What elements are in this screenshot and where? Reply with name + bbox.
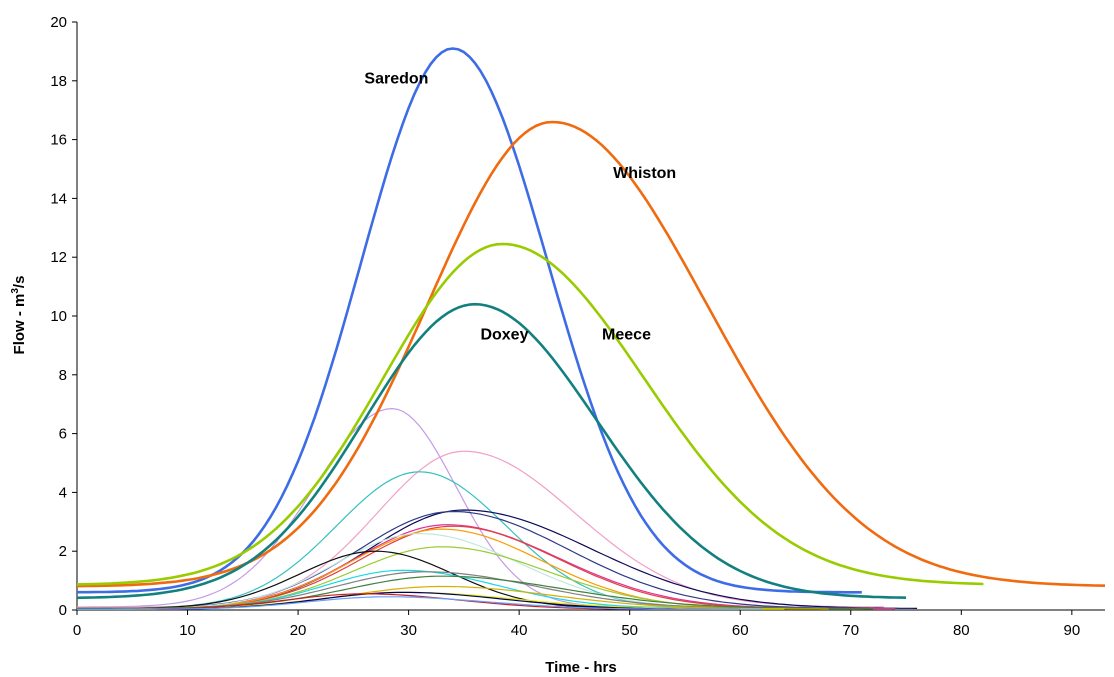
x-tick-label: 20	[290, 622, 307, 639]
y-tick-label: 20	[50, 14, 67, 31]
x-tick-label: 50	[621, 622, 638, 639]
series-11-line	[77, 550, 674, 610]
chart-axes: 0 2 4 6 8 10 12 14 16 18 20 0 10 20 30 40 50 60 70 80 90	[50, 14, 1105, 639]
x-tick-label: 70	[842, 622, 859, 639]
x-tick-label: 30	[400, 622, 417, 639]
y-tick-label: 12	[50, 249, 67, 266]
series-19-line	[77, 596, 763, 611]
whiston-line	[77, 120, 1106, 588]
y-tick-label: 6	[59, 426, 67, 443]
x-tick-label: 0	[73, 622, 81, 639]
y-tick-label: 4	[59, 484, 67, 501]
meece-label: Meece	[602, 327, 651, 344]
meece-line	[76, 242, 984, 586]
series-4-line	[77, 509, 918, 610]
y-tick-label: 0	[59, 602, 67, 619]
doxey-label: Doxey	[480, 327, 528, 344]
x-tick-label: 80	[953, 622, 970, 639]
y-axis-title: Flow - m3/s	[10, 276, 28, 355]
y-tick-label: 2	[59, 543, 67, 560]
y-tick-label: 16	[50, 132, 67, 149]
y-tick-label: 8	[59, 367, 67, 384]
series-9-line	[77, 532, 851, 610]
x-axis-title: Time - hrs	[545, 659, 616, 676]
x-tick-label: 90	[1063, 622, 1080, 639]
series-layer	[76, 47, 1106, 611]
y-tick-label: 10	[50, 308, 67, 325]
x-tick-label: 60	[732, 622, 749, 639]
series-labels: Saredon Whiston Meece Doxey	[364, 71, 676, 344]
doxey-line	[76, 302, 907, 600]
whiston-label: Whiston	[613, 165, 676, 182]
x-tick-label: 10	[179, 622, 196, 639]
series-5-line	[77, 510, 896, 610]
saredon-label: Saredon	[364, 71, 428, 88]
y-tick-label: 14	[50, 190, 67, 207]
x-tick-label: 40	[511, 622, 528, 639]
y-tick-label: 18	[50, 73, 67, 90]
